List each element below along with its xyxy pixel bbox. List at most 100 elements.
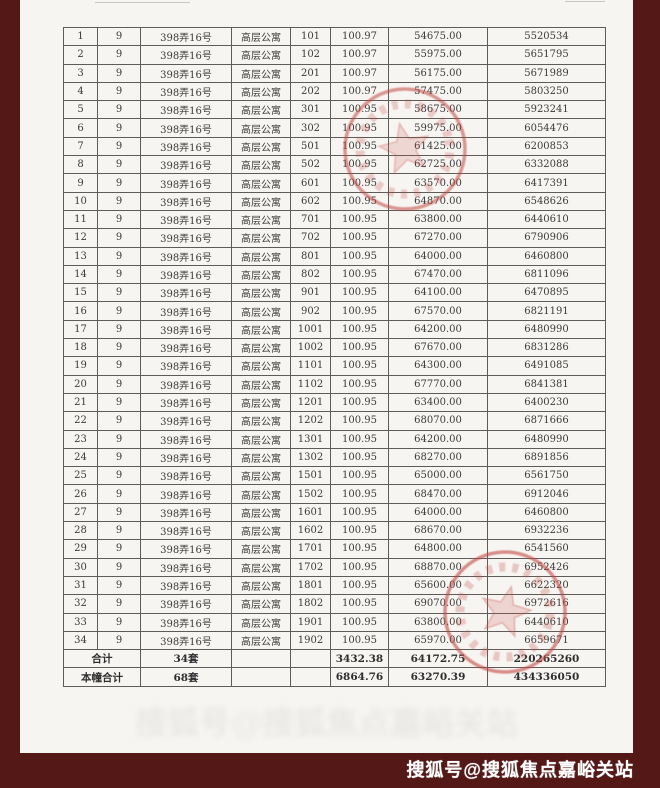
cell-block: 9: [97, 411, 141, 431]
cell-no: 14: [63, 264, 98, 285]
table-row: 26 9 398弄16号 高层公寓 1502 100.95 68470.00 6912046: [63, 484, 606, 504]
cell-price: 62725.00: [388, 155, 488, 175]
cell-room: 1001: [290, 319, 331, 340]
cell-room: 1602: [290, 521, 331, 541]
table-row: 29 9 398弄16号 高层公寓 1701 100.95 64800.00 6541560: [63, 539, 606, 559]
cell-price: 54675.00: [388, 26, 488, 47]
table-row: 25 9 398弄16号 高层公寓 1501 100.95 65000.00 6561750: [63, 466, 606, 486]
cell-price: 57475.00: [388, 81, 488, 102]
cell-total: 6932236: [487, 521, 606, 541]
price-table: 1 9 398弄16号 高层公寓 101 100.97 54675.00 5520534 2 9 3…: [63, 26, 606, 687]
cell-address: 398弄16号: [140, 612, 232, 632]
cell-no: 1: [63, 26, 98, 47]
cell-address: 398弄16号: [140, 521, 232, 541]
table-row: 32 9 398弄16号 高层公寓 1802 100.95 69070.00 6972616: [63, 594, 606, 614]
cell-block: 9: [97, 136, 141, 157]
cell-type: 高层公寓: [231, 392, 291, 413]
table-row: 5 9 398弄16号 高层公寓 301 100.95 58675.00 5923241: [63, 100, 606, 120]
cell-price: 63800.00: [388, 209, 488, 230]
cell-price: 64200.00: [388, 429, 488, 449]
cell-address: 398弄16号: [140, 502, 232, 523]
cell-price: 55975.00: [388, 45, 488, 65]
cell-total: 6790906: [487, 228, 606, 248]
cell-area: 100.95: [330, 575, 389, 596]
cell-total: 6821191: [487, 301, 606, 321]
cell-no: 15: [63, 283, 98, 303]
cell-area: 100.95: [330, 283, 389, 303]
cell-type: 高层公寓: [231, 557, 291, 577]
cell-area: 100.97: [330, 63, 389, 83]
table-row: 16 9 398弄16号 高层公寓 902 100.95 67570.00 6821191: [63, 301, 606, 321]
cell-price: 68870.00: [388, 557, 488, 577]
cell-total: 6622320: [487, 575, 606, 596]
cell-total: 6054476: [487, 118, 606, 138]
cell-block: 9: [97, 612, 141, 632]
cell-block: 9: [97, 484, 141, 504]
cell-price: 67670.00: [388, 338, 488, 358]
cell-summary-area: 3432.38: [330, 649, 389, 669]
cell-block: 9: [97, 356, 141, 376]
cell-address: 398弄16号: [140, 81, 232, 102]
cell-room: 301: [290, 100, 331, 120]
table-row: 2 9 398弄16号 高层公寓 102 100.97 55975.00 5651795: [63, 45, 606, 65]
cell-area: 100.95: [330, 612, 389, 632]
table-row: 21 9 398弄16号 高层公寓 1201 100.95 63400.00 6400230: [63, 392, 606, 413]
cell-total: 6440610: [487, 612, 606, 632]
cell-summary-price: 63270.39: [388, 667, 488, 687]
cell-price: 64200.00: [388, 319, 488, 340]
cell-no: 13: [63, 246, 98, 266]
cell-area: 100.95: [330, 338, 389, 358]
cell-no: 17: [63, 319, 98, 340]
table-row: 30 9 398弄16号 高层公寓 1702 100.95 68870.00 6952426: [63, 557, 606, 577]
table-row: 4 9 398弄16号 高层公寓 202 100.97 57475.00 5803250: [63, 81, 606, 102]
cell-summary-units: 68套: [140, 667, 232, 687]
cell-room: 1601: [290, 502, 331, 523]
cell-type: 高层公寓: [231, 575, 291, 596]
cell-block: 9: [97, 594, 141, 614]
cell-area: 100.95: [330, 502, 389, 523]
table-row: 10 9 398弄16号 高层公寓 602 100.95 64870.00 6548626: [63, 191, 606, 211]
cell-total: 6460800: [487, 502, 606, 523]
cell-summary-area: 6864.76: [330, 667, 389, 687]
cell-type: 高层公寓: [231, 191, 291, 211]
cell-block: 9: [97, 283, 141, 303]
cell-room: 1501: [290, 466, 331, 486]
cell-block: 9: [97, 118, 141, 138]
cell-area: 100.95: [330, 411, 389, 431]
cell-room: 802: [290, 264, 331, 285]
cell-no: 27: [63, 502, 98, 523]
cell-no: 12: [63, 228, 98, 248]
cell-block: 9: [97, 557, 141, 577]
cell-type: 高层公寓: [231, 319, 291, 340]
cell-total: 6332088: [487, 155, 606, 175]
cell-no: 19: [63, 356, 98, 376]
cell-block: 9: [97, 26, 141, 47]
cell-empty: [231, 667, 291, 687]
cell-type: 高层公寓: [231, 264, 291, 285]
cell-price: 58675.00: [388, 100, 488, 120]
cell-price: 67770.00: [388, 374, 488, 394]
cell-type: 高层公寓: [231, 356, 291, 376]
cell-type: 高层公寓: [231, 136, 291, 157]
cell-address: 398弄16号: [140, 283, 232, 303]
cell-no: 31: [63, 575, 98, 596]
cell-address: 398弄16号: [140, 209, 232, 230]
cell-summary-total: 434336050: [487, 667, 606, 687]
cell-address: 398弄16号: [140, 484, 232, 504]
cell-price: 67270.00: [388, 228, 488, 248]
cell-address: 398弄16号: [140, 557, 232, 577]
cell-price: 64000.00: [388, 502, 488, 523]
cell-block: 9: [97, 45, 141, 65]
cell-type: 高层公寓: [231, 630, 291, 651]
cell-room: 801: [290, 246, 331, 266]
scan-artifact-line: [95, 2, 190, 3]
price-table-body: 1 9 398弄16号 高层公寓 101 100.97 54675.00 5520534 2 9 3…: [63, 26, 606, 687]
cell-address: 398弄16号: [140, 191, 232, 211]
cell-type: 高层公寓: [231, 246, 291, 266]
cell-total: 6491085: [487, 356, 606, 376]
cell-block: 9: [97, 209, 141, 230]
cell-block: 9: [97, 447, 141, 468]
cell-total: 6891856: [487, 447, 606, 468]
cell-price: 68670.00: [388, 521, 488, 541]
cell-summary-label: 本幢合计: [63, 667, 141, 687]
